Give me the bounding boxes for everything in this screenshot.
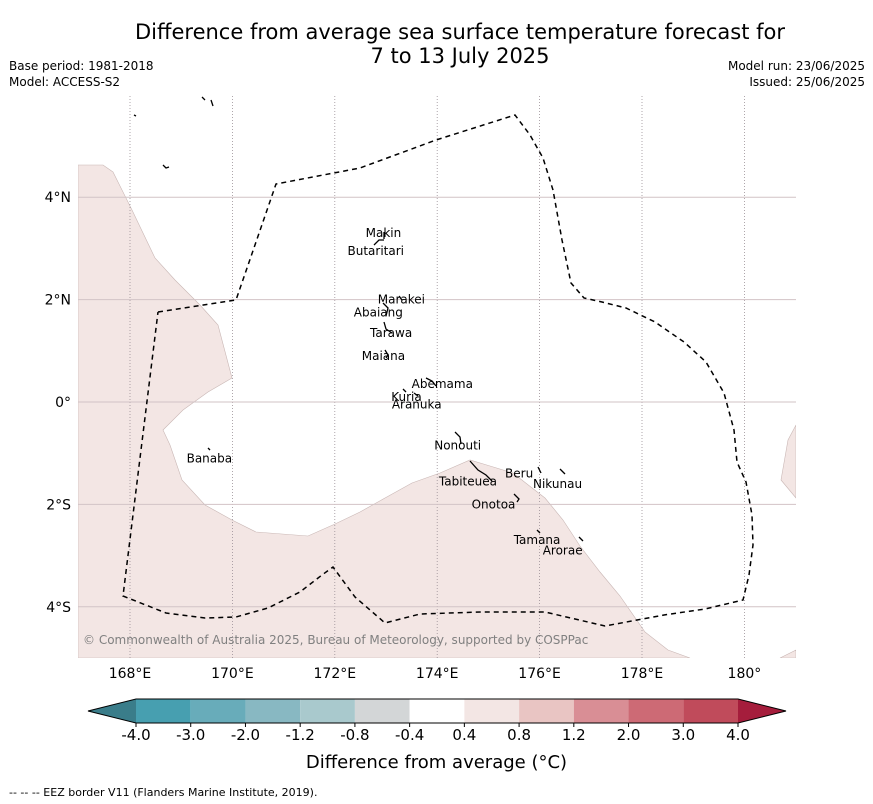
colorbar-under-triangle	[88, 699, 136, 723]
colorbar-tick-label: -3.0	[176, 726, 205, 744]
place-label: Tamana	[513, 533, 561, 547]
place-label: Arorae	[543, 543, 583, 557]
place-label: Onotoa	[472, 497, 516, 511]
base-period: Base period: 1981-2018	[9, 59, 154, 73]
model-run: Model run: 23/06/2025	[727, 59, 865, 73]
island-beru	[537, 466, 542, 474]
colorbar-segment	[190, 699, 246, 723]
model-info: Base period: 1981-2018 Model: ACCESS-S2	[9, 58, 154, 90]
eez-footnote: -- -- -- EEZ border V11 (Flanders Marine…	[9, 786, 318, 799]
island-nonouti	[454, 431, 462, 445]
colorbar-tick-label: 0.4	[452, 726, 476, 744]
colorbar-segment	[628, 699, 684, 723]
colorbar-segment	[409, 699, 465, 723]
colorbar-segment	[573, 699, 629, 723]
island-abemama	[425, 377, 437, 387]
eez-border	[122, 114, 754, 627]
colorbar-segment	[683, 699, 738, 723]
colorbar-tick-label: -4.0	[121, 726, 150, 744]
place-label: Butaritari	[348, 244, 405, 258]
colorbar-tick-label: 4.0	[726, 726, 750, 744]
island-marakei	[398, 295, 403, 301]
gridlines	[78, 96, 796, 658]
latitude-labels: 4°N 2°N 0° 2°S 4°S	[45, 190, 72, 616]
island-arorae	[578, 536, 584, 542]
longitude-labels: 168°E 170°E 172°E 174°E 176°E 178°E 180°	[109, 666, 762, 682]
island-kuria	[402, 388, 407, 393]
colorbar-tick-label: -1.2	[286, 726, 315, 744]
place-label: Tabiteuea	[438, 474, 497, 488]
place-label: Beru	[505, 467, 533, 481]
island-onotoa	[513, 493, 520, 503]
issued-date: Issued: 25/06/2025	[749, 75, 865, 89]
island-tabiteuea	[469, 460, 493, 482]
warm-anomaly-region	[78, 164, 796, 658]
island-north-1	[201, 96, 214, 107]
colorbar-label: Difference from average (°C)	[305, 752, 568, 773]
copyright-notice: © Commonwealth of Australia 2025, Bureau…	[83, 633, 588, 647]
colorbar-tick-label: -0.4	[395, 726, 424, 744]
place-label: Abaiang	[354, 305, 403, 319]
island-banaba	[207, 447, 211, 451]
island-abaiang	[382, 302, 389, 317]
latitude-label: 4°S	[46, 600, 71, 616]
colorbar: -4.0 -3.0 -2.0 -1.2 -0.8 -0.4 0.4 0.8 1.2 2.0 3.0 4…	[87, 698, 787, 744]
latitude-label: 2°N	[45, 293, 71, 309]
latitude-label: 0°	[55, 395, 71, 411]
colorbar-segment	[354, 699, 410, 723]
longitude-label: 170°E	[211, 666, 254, 682]
longitude-label: 168°E	[109, 666, 152, 682]
place-label: Tarawa	[369, 326, 412, 340]
colorbar-segment	[300, 699, 355, 723]
colorbar-tick-label: 1.2	[562, 726, 586, 744]
place-label: Banaba	[187, 451, 233, 465]
longitude-label: 178°E	[621, 666, 664, 682]
title-line-2: 7 to 13 July 2025	[370, 44, 550, 68]
colorbar-tick-label: 2.0	[617, 726, 641, 744]
colorbar-over-triangle	[738, 699, 786, 723]
place-label: Abemama	[412, 377, 473, 391]
longitude-label: 172°E	[314, 666, 357, 682]
colorbar-tick-label: 3.0	[671, 726, 695, 744]
title-line-1: Difference from average sea surface temp…	[135, 20, 785, 44]
colorbar-segment	[464, 699, 520, 723]
island-maiana	[384, 349, 389, 359]
place-label: Kuria	[391, 390, 422, 404]
colorbar-segment	[136, 699, 191, 723]
island-butaritari	[373, 239, 384, 246]
place-label: Nikunau	[533, 477, 582, 491]
place-label: Makin	[366, 226, 402, 240]
colorbar-tick-label: -0.8	[340, 726, 369, 744]
place-label: Aranuka	[392, 398, 442, 412]
island-nikunau	[559, 468, 566, 475]
longitude-label: 180°	[728, 666, 762, 682]
longitude-label: 174°E	[416, 666, 459, 682]
island-aranuka	[413, 392, 419, 397]
island-outlines	[133, 96, 584, 542]
model-name: Model: ACCESS-S2	[9, 75, 121, 89]
longitude-label: 176°E	[518, 666, 561, 682]
colorbar-segment	[245, 699, 301, 723]
latitude-label: 4°N	[45, 190, 71, 206]
colorbar-segment	[519, 699, 574, 723]
colorbar-tick-label: -2.0	[231, 726, 260, 744]
island-north-3	[162, 164, 170, 169]
run-info: Model run: 23/06/2025 Issued: 25/06/2025	[728, 58, 865, 90]
island-tamana	[536, 529, 541, 534]
place-label: Maiana	[362, 349, 405, 363]
map-title: Difference from average sea surface temp…	[60, 20, 860, 68]
colorbar-tick-label: 0.8	[507, 726, 531, 744]
latitude-label: 2°S	[46, 497, 71, 513]
place-label: Marakei	[378, 293, 425, 307]
island-north-2	[133, 114, 137, 117]
place-label: Nonouti	[434, 439, 481, 453]
island-tarawa	[383, 321, 393, 334]
